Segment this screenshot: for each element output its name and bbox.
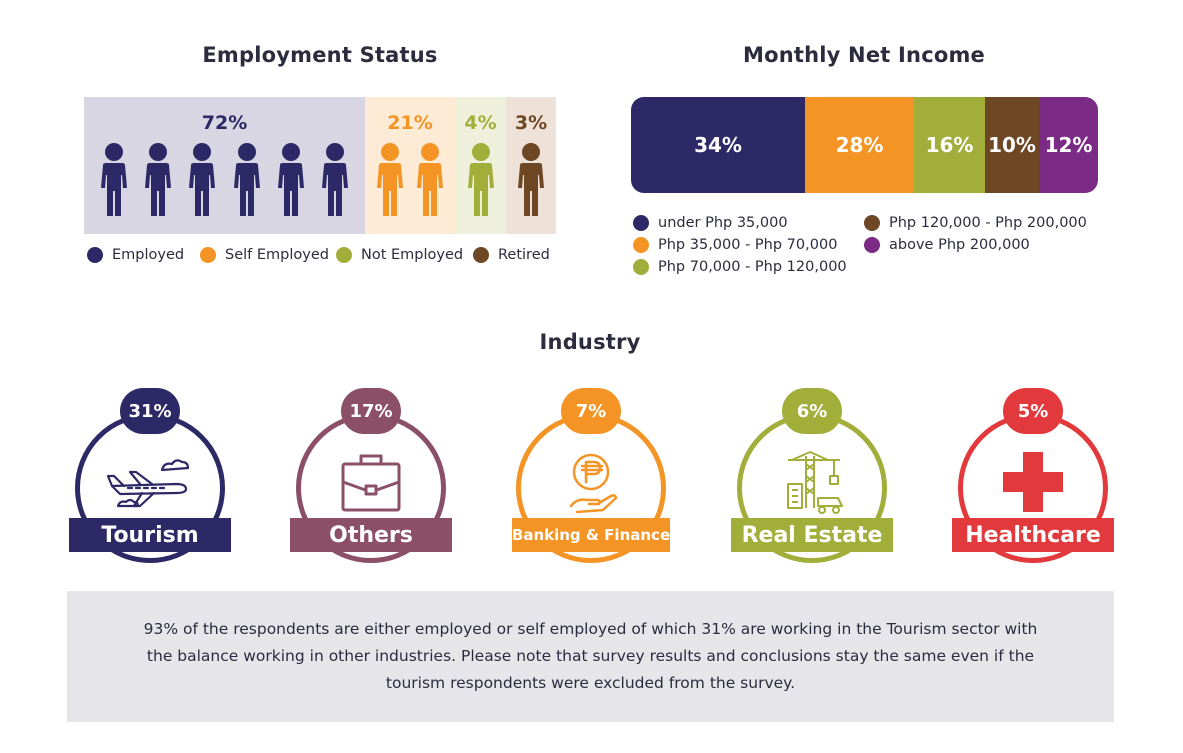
legend-dot xyxy=(633,259,649,275)
person-icon xyxy=(233,143,261,217)
industry-label: Tourism xyxy=(69,518,231,552)
industry-item-tourism: 31% Tourism xyxy=(65,388,235,563)
construction-icon xyxy=(762,448,862,518)
employment-block-employed: 72% xyxy=(84,97,365,234)
people-icons xyxy=(455,143,506,217)
income-bar: 34% 28% 16% 10% 12% xyxy=(631,97,1098,193)
person-icon xyxy=(188,143,216,217)
person-icon xyxy=(416,143,444,217)
income-segment: 12% xyxy=(1039,97,1098,193)
legend-dot xyxy=(633,237,649,253)
people-icons xyxy=(365,143,455,217)
industry-item-real-estate: 6% Real Estate xyxy=(727,388,897,563)
employment-legend-item: Self Employed xyxy=(200,247,329,263)
industry-pct-badge: 17% xyxy=(341,388,401,434)
industry-pct-badge: 31% xyxy=(120,388,180,434)
industry-label: Healthcare xyxy=(952,518,1114,552)
note-text: 93% of the respondents are either employ… xyxy=(143,620,1038,692)
industry-item-healthcare: 5% Healthcare xyxy=(948,388,1118,563)
airplane-icon xyxy=(100,448,200,518)
income-legend-item: Php 70,000 - Php 120,000 xyxy=(633,259,847,275)
employment-block-retired: 3% xyxy=(506,97,556,234)
legend-dot xyxy=(200,247,216,263)
people-icons xyxy=(506,143,556,217)
person-icon xyxy=(376,143,404,217)
legend-dot xyxy=(864,215,880,231)
legend-dot xyxy=(473,247,489,263)
employment-title: Employment Status xyxy=(202,43,438,67)
income-segment: 28% xyxy=(805,97,914,193)
person-icon xyxy=(100,143,128,217)
legend-dot xyxy=(633,215,649,231)
medical-cross-icon xyxy=(983,448,1083,518)
legend-label: Employed xyxy=(112,247,185,263)
industry-item-others: 17% Others xyxy=(286,388,456,563)
employment-legend-item: Employed xyxy=(87,247,184,263)
industry-label: Banking & Finance xyxy=(512,518,670,552)
legend-label: Self Employed xyxy=(225,247,329,263)
employment-legend-item: Not Employed xyxy=(336,247,463,263)
income-legend-item: Php 35,000 - Php 70,000 xyxy=(633,237,837,253)
peso-hand-icon xyxy=(541,448,641,518)
employment-pct-label: 72% xyxy=(201,112,248,134)
industry-pct-badge: 7% xyxy=(561,388,621,434)
industry-pct-badge: 5% xyxy=(1003,388,1063,434)
person-icon xyxy=(517,143,545,217)
legend-dot xyxy=(87,247,103,263)
legend-label: above Php 200,000 xyxy=(889,237,1030,253)
legend-label: under Php 35,000 xyxy=(658,215,788,231)
legend-label: Retired xyxy=(498,247,550,263)
income-title: Monthly Net Income xyxy=(743,43,985,67)
note-box: 93% of the respondents are either employ… xyxy=(67,591,1114,722)
industry-title: Industry xyxy=(539,330,641,354)
industry-item-banking-finance: 7% Banking & Finance xyxy=(506,388,676,563)
income-segment: 10% xyxy=(985,97,1039,193)
employment-pct-label: 3% xyxy=(514,112,548,134)
legend-dot xyxy=(336,247,352,263)
income-segment: 16% xyxy=(914,97,985,193)
income-legend-item: above Php 200,000 xyxy=(864,237,1030,253)
employment-legend-item: Retired xyxy=(473,247,550,263)
income-legend-item: under Php 35,000 xyxy=(633,215,788,231)
employment-pct-label: 21% xyxy=(387,112,433,134)
people-icons xyxy=(84,143,365,217)
employment-block-self-employed: 21% xyxy=(365,97,455,234)
legend-dot xyxy=(864,237,880,253)
legend-label: Not Employed xyxy=(361,247,464,263)
person-icon xyxy=(277,143,305,217)
employment-pct-label: 4% xyxy=(464,112,497,134)
person-icon xyxy=(144,143,172,217)
briefcase-icon xyxy=(321,448,421,518)
employment-chart: 72% 21% 4% 3% xyxy=(84,97,556,234)
employment-block-not-employed: 4% xyxy=(455,97,506,234)
person-icon xyxy=(321,143,349,217)
industry-label: Others xyxy=(290,518,452,552)
income-legend-item: Php 120,000 - Php 200,000 xyxy=(864,215,1087,231)
legend-label: Php 35,000 - Php 70,000 xyxy=(658,237,838,253)
industry-pct-badge: 6% xyxy=(782,388,842,434)
legend-label: Php 70,000 - Php 120,000 xyxy=(658,259,847,275)
legend-label: Php 120,000 - Php 200,000 xyxy=(889,215,1087,231)
person-icon xyxy=(467,143,495,217)
income-segment: 34% xyxy=(631,97,805,193)
industry-label: Real Estate xyxy=(731,518,893,552)
